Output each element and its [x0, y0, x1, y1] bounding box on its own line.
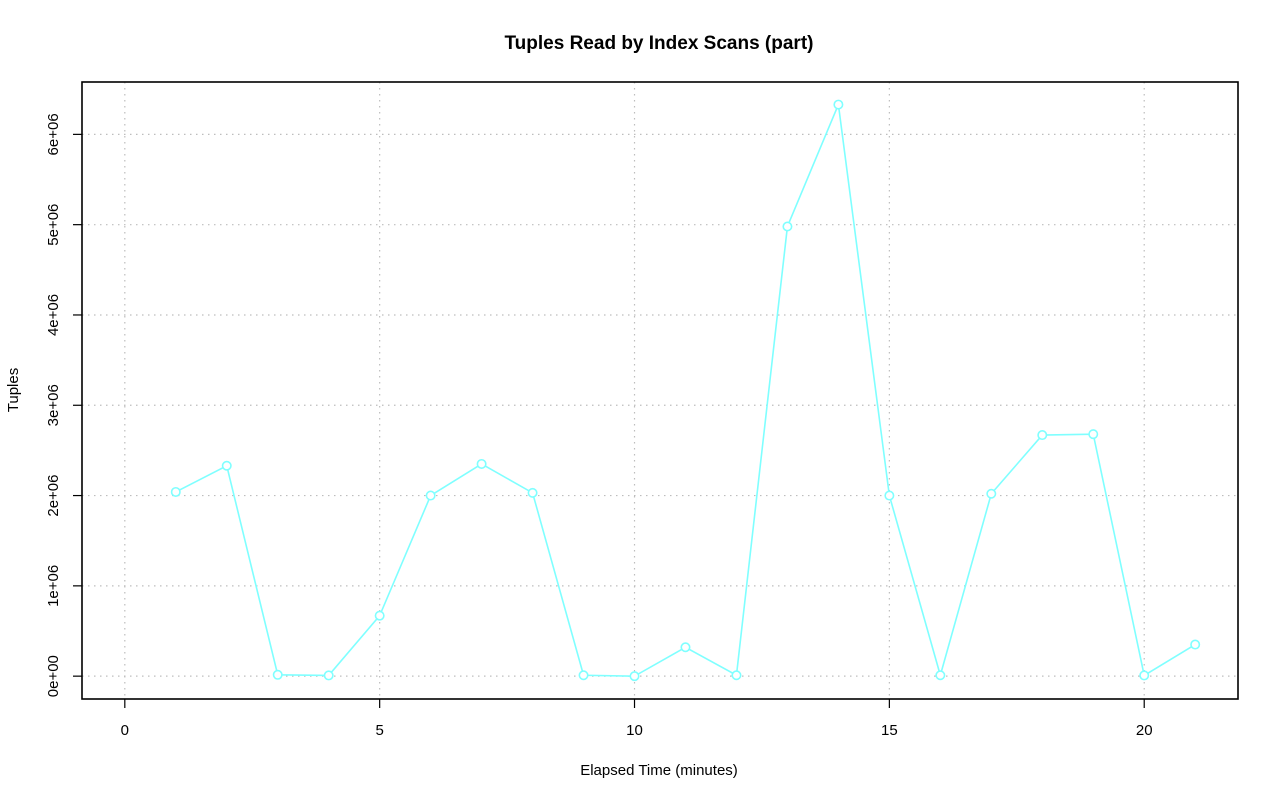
data-point: [170, 486, 181, 497]
data-point: [680, 642, 691, 653]
x-tick-label: 10: [626, 722, 643, 739]
y-axis-label: Tuples: [5, 368, 22, 412]
series-layer: [170, 99, 1201, 682]
y-tick-label: 6e+06: [45, 113, 62, 155]
x-tick-label: 15: [881, 722, 898, 739]
data-point: [782, 221, 793, 232]
series-line: [175, 101, 1196, 679]
y-tick-label: 5e+06: [45, 204, 62, 246]
x-axis: 0 5 10 15 20: [121, 699, 1153, 739]
y-tick-label: 2e+06: [45, 474, 62, 516]
x-tick-label: 5: [375, 722, 383, 739]
data-point: [833, 99, 844, 110]
data-point: [1037, 430, 1048, 441]
data-point: [731, 670, 742, 681]
chart-title: Tuples Read by Index Scans (part): [504, 33, 813, 54]
y-tick-label: 4e+06: [45, 294, 62, 336]
data-point: [1088, 429, 1099, 440]
data-point: [884, 490, 895, 501]
data-point: [1190, 639, 1201, 650]
data-point: [629, 671, 640, 682]
y-axis: 0e+00 1e+06 2e+06 3e+06 4e+06 5e+06 6e+06: [45, 113, 82, 697]
data-point: [986, 488, 997, 499]
data-point: [935, 670, 946, 681]
data-point: [323, 670, 334, 681]
y-tick-label: 3e+06: [45, 384, 62, 426]
data-point: [1139, 670, 1150, 681]
x-tick-label: 0: [121, 722, 129, 739]
data-point: [527, 487, 538, 498]
y-tick-label: 1e+06: [45, 565, 62, 607]
y-tick-label: 0e+00: [45, 655, 62, 697]
grid-layer: [82, 82, 1238, 699]
data-point: [578, 670, 589, 681]
x-tick-label: 20: [1136, 722, 1153, 739]
data-point: [272, 669, 283, 680]
plot-frame: [81, 81, 1239, 700]
data-point: [425, 490, 436, 501]
x-axis-label: Elapsed Time (minutes): [580, 762, 738, 779]
data-point: [221, 460, 232, 471]
data-point: [476, 458, 487, 469]
data-point: [374, 610, 385, 621]
